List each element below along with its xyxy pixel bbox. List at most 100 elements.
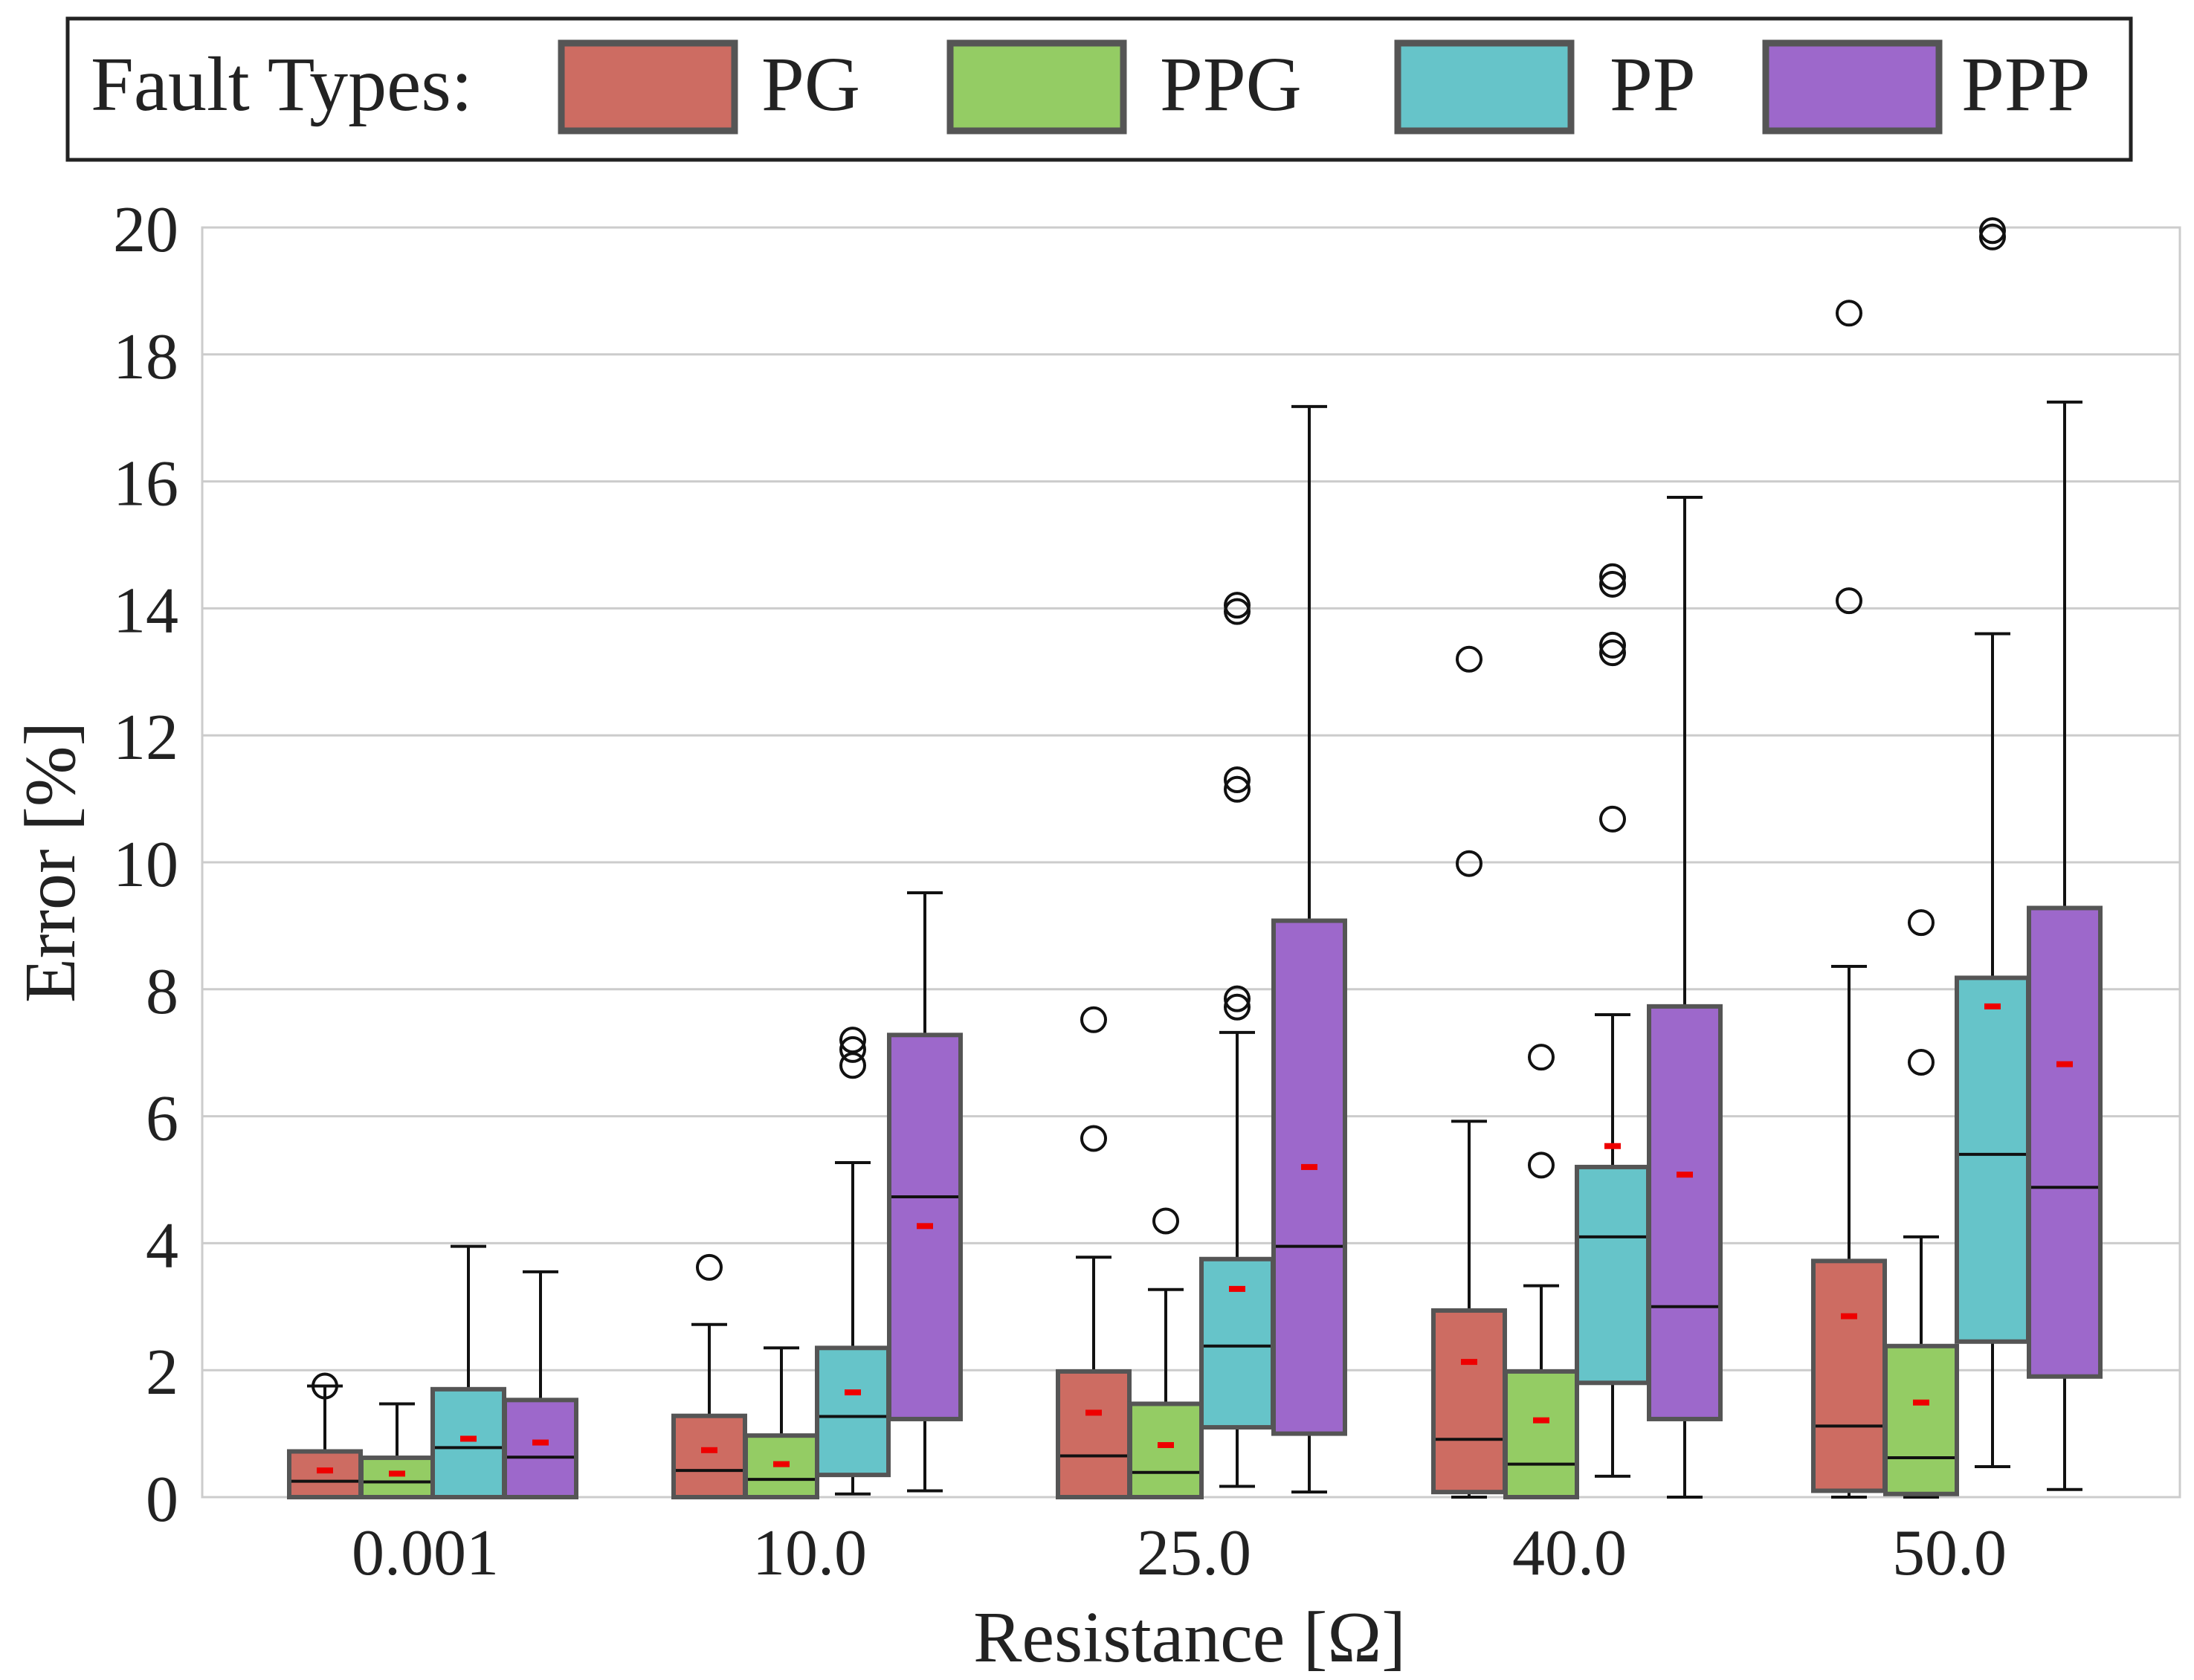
series-ppg	[359, 909, 1959, 1500]
outlier-point	[1528, 1151, 1555, 1179]
legend-swatch-ppp	[1762, 39, 1943, 135]
box-body	[1199, 1256, 1275, 1430]
x-tick-label: 10.0	[752, 1517, 867, 1589]
outlier-point	[1908, 909, 1935, 937]
mean-marker	[1229, 1285, 1245, 1292]
box-ppp-2	[1271, 404, 1347, 1494]
box-ppp-1	[887, 891, 963, 1493]
legend-swatch-ppg	[946, 39, 1127, 135]
legend-swatch-pp	[1394, 39, 1575, 135]
box-pg-0	[287, 1372, 363, 1499]
outlier-point	[696, 1253, 723, 1281]
mean-marker	[1677, 1172, 1693, 1178]
y-tick-label: 14	[113, 575, 178, 647]
outlier-point	[1599, 570, 1626, 598]
box-body	[359, 1456, 435, 1500]
legend-entry-ppp: PPP	[1762, 39, 2091, 135]
x-tick-labels: 0.001 10.0 25.0 40.0 50.0	[352, 1517, 2007, 1589]
box-pg-3	[1431, 645, 1507, 1499]
box-body	[1811, 1259, 1887, 1493]
mean-marker	[1913, 1399, 1929, 1406]
box-body	[1955, 975, 2030, 1344]
x-tick-label: 25.0	[1137, 1517, 1251, 1589]
y-tick-label: 18	[113, 321, 178, 393]
mean-marker	[1604, 1143, 1621, 1149]
box-pp-2	[1199, 592, 1275, 1488]
y-tick-labels: 0 2 4 6 8 10 12 14 16 18 20	[113, 194, 178, 1536]
mean-marker	[845, 1389, 861, 1396]
y-tick-label: 0	[146, 1464, 178, 1536]
legend-label-ppp: PPP	[1961, 42, 2091, 127]
mean-marker	[1301, 1163, 1317, 1170]
legend-label-ppg: PPG	[1160, 42, 1302, 127]
mean-marker	[1533, 1417, 1549, 1424]
legend-title: Fault Types:	[91, 42, 473, 127]
box-pp-0	[430, 1244, 506, 1499]
box-pg-1	[671, 1253, 747, 1499]
outlier-point	[839, 1052, 866, 1079]
y-tick-label: 2	[146, 1337, 178, 1409]
outlier-point	[1599, 631, 1626, 659]
legend-entry-pg: PG	[558, 39, 860, 135]
mean-marker	[317, 1467, 333, 1474]
legend-entry-ppg: PPG	[946, 39, 1302, 135]
y-tick-label: 12	[113, 702, 178, 774]
outlier-point	[1528, 1044, 1555, 1071]
box-ppp-0	[503, 1270, 578, 1500]
x-tick-label: 0.001	[352, 1517, 499, 1589]
box-body	[430, 1386, 506, 1499]
x-axis-label: Resistance [Ω]	[973, 1597, 1406, 1678]
mean-marker	[917, 1223, 933, 1230]
box-ppg-0	[359, 1402, 435, 1500]
outlier-point	[1224, 766, 1251, 793]
outlier-point	[1080, 1006, 1107, 1033]
box-body	[2027, 905, 2103, 1379]
box-ppp-3	[1647, 495, 1723, 1499]
outlier-point	[1836, 587, 1862, 615]
mean-marker	[532, 1439, 549, 1446]
box-body	[1883, 1343, 1959, 1496]
box-body	[287, 1449, 363, 1499]
mean-marker	[460, 1435, 477, 1442]
legend-label-pg: PG	[761, 42, 860, 127]
outlier-point	[839, 1027, 866, 1054]
box-body	[1647, 1004, 1723, 1421]
outlier-point	[1908, 1049, 1935, 1076]
y-tick-label: 8	[146, 956, 178, 1028]
mean-marker	[2056, 1061, 2073, 1067]
box-body	[1056, 1369, 1132, 1499]
series-ppp	[503, 400, 2103, 1500]
box-body	[815, 1345, 891, 1478]
mean-marker	[1085, 1409, 1102, 1416]
y-tick-label: 6	[146, 1083, 178, 1155]
outlier-point	[839, 1036, 866, 1063]
box-body	[671, 1413, 747, 1499]
y-tick-label: 4	[146, 1209, 178, 1282]
box-pg-2	[1056, 1006, 1132, 1499]
y-axis-label: Error [%]	[10, 722, 91, 1003]
box-ppg-2	[1128, 1207, 1204, 1500]
box-pp-4	[1955, 217, 2030, 1469]
outlier-point	[1599, 639, 1626, 667]
outlier-point	[1224, 985, 1251, 1012]
outlier-point	[1224, 775, 1251, 803]
box-ppg-4	[1883, 909, 1959, 1499]
box-series-group	[287, 217, 2103, 1500]
y-tick-label: 20	[113, 194, 178, 266]
mean-marker	[1158, 1441, 1174, 1448]
series-pp	[430, 217, 2030, 1499]
y-tick-label: 10	[113, 829, 178, 901]
box-pp-1	[815, 1027, 891, 1496]
box-ppg-1	[743, 1346, 819, 1499]
box-pg-4	[1811, 300, 1887, 1499]
x-tick-label: 50.0	[1892, 1517, 2007, 1589]
legend: Fault Types: PG PPG PP PPP	[65, 16, 2133, 162]
outlier-point	[1599, 563, 1626, 590]
outlier-point	[1599, 805, 1626, 833]
outlier-point	[1080, 1125, 1107, 1152]
mean-marker	[1984, 1003, 2001, 1009]
outlier-point	[1152, 1207, 1179, 1235]
x-tick-label: 40.0	[1512, 1517, 1627, 1589]
box-body	[1431, 1308, 1507, 1495]
